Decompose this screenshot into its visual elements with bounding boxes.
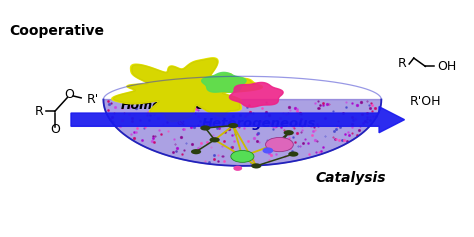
Circle shape xyxy=(191,149,201,154)
Text: Heterogeneous: Heterogeneous xyxy=(201,117,316,130)
Text: R: R xyxy=(398,58,407,70)
Polygon shape xyxy=(113,59,261,121)
Circle shape xyxy=(234,166,241,170)
Text: O: O xyxy=(50,123,60,136)
Text: Homogeneous: Homogeneous xyxy=(120,99,221,112)
Polygon shape xyxy=(229,82,283,107)
Circle shape xyxy=(210,137,219,142)
Text: Catalysis: Catalysis xyxy=(316,171,386,185)
Circle shape xyxy=(270,142,280,147)
Circle shape xyxy=(265,137,293,152)
Circle shape xyxy=(263,148,273,153)
Circle shape xyxy=(288,151,299,157)
Text: &: & xyxy=(176,117,183,127)
Text: OH: OH xyxy=(437,60,456,73)
Text: Cooperative: Cooperative xyxy=(9,24,105,38)
Polygon shape xyxy=(103,100,382,166)
Text: R': R' xyxy=(87,93,100,105)
Text: R'OH: R'OH xyxy=(410,96,441,108)
Circle shape xyxy=(228,123,238,128)
Circle shape xyxy=(200,125,210,131)
Polygon shape xyxy=(112,58,263,122)
Polygon shape xyxy=(202,72,246,92)
Polygon shape xyxy=(71,107,404,133)
Text: R: R xyxy=(35,105,43,118)
Text: O: O xyxy=(64,88,74,101)
Circle shape xyxy=(231,150,254,162)
Circle shape xyxy=(251,163,261,169)
Circle shape xyxy=(283,130,294,135)
